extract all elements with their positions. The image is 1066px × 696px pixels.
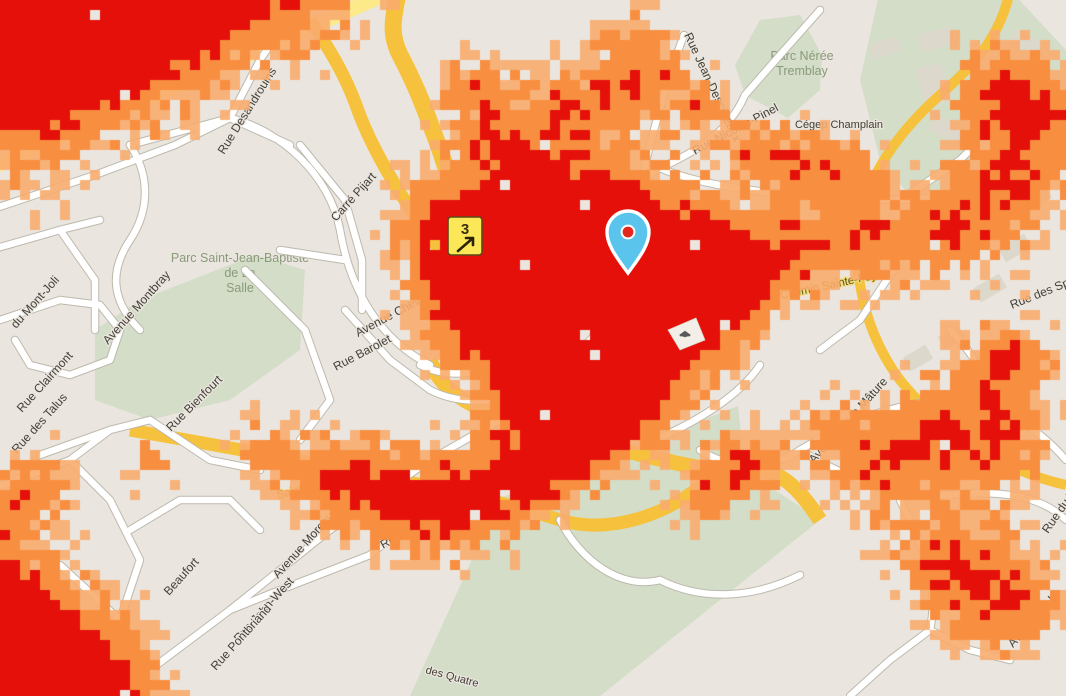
svg-text:3: 3: [461, 221, 469, 238]
